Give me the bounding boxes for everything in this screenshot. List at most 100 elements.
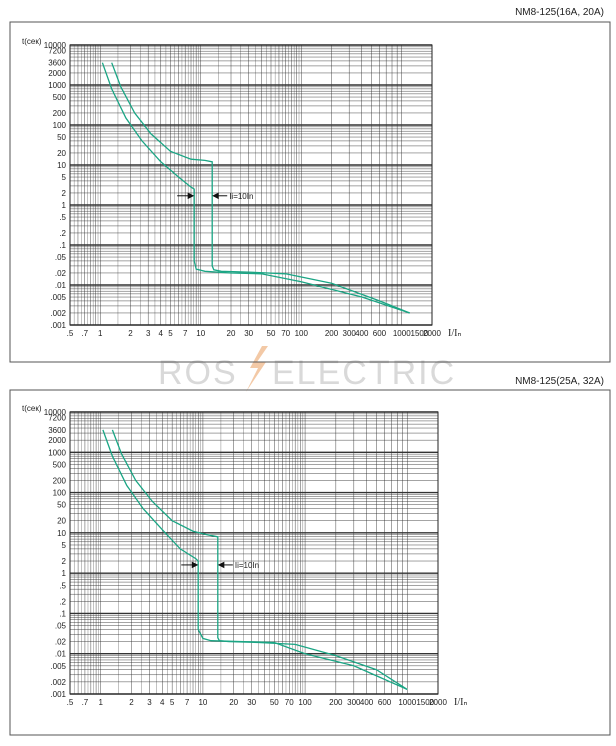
x-tick-label: 2000 [429, 698, 447, 707]
y-tick-label: .2 [59, 597, 66, 606]
y-tick-label: 5 [62, 173, 67, 182]
x-tick-label: 100 [295, 329, 309, 338]
x-tick-label: 7 [183, 329, 188, 338]
x-tick-label: 20 [229, 698, 238, 707]
y-tick-label: 10000 [44, 408, 67, 417]
x-tick-label: .7 [81, 329, 88, 338]
x-tick-label: 600 [378, 698, 392, 707]
y-tick-label: 50 [57, 133, 66, 142]
x-tick-label: 1500 [411, 329, 429, 338]
x-tick-label: 300 [343, 329, 357, 338]
arrowhead-icon [187, 192, 195, 200]
x-tick-label: 5 [170, 698, 175, 707]
y-tick-label: 1000 [48, 448, 66, 457]
y-tick-label: .02 [55, 638, 67, 647]
grid [69, 44, 433, 326]
arrowhead-icon [212, 192, 219, 200]
y-tick-label: 2 [62, 557, 67, 566]
x-tick-label: 70 [281, 329, 290, 338]
x-tick-label: .7 [82, 698, 89, 707]
y-tick-label: .2 [59, 229, 66, 238]
y-tick-label: 20 [57, 517, 66, 526]
x-tick-label: 30 [247, 698, 256, 707]
x-tick-label: .5 [67, 698, 74, 707]
y-tick-label: 20 [57, 149, 66, 158]
y-tick-label: 2000 [48, 436, 66, 445]
plot-area-border [69, 411, 439, 695]
y-tick-label: 10 [57, 529, 66, 538]
grid [69, 411, 439, 695]
chart-panel-16a-20a: NM8-125(16A, 20A)10000720036002000100050… [9, 7, 611, 363]
y-tick-label: .01 [55, 650, 67, 659]
y-tick-label: 5 [62, 541, 67, 550]
x-tick-label: 300 [347, 698, 361, 707]
y-tick-label: .05 [55, 622, 67, 631]
y-tick-label: 50 [57, 501, 66, 510]
y-tick-label: .1 [59, 609, 66, 618]
x-tick-label: 3 [146, 329, 151, 338]
instant-trip-annotation: Ii=10In [177, 192, 253, 201]
chart-frame [9, 21, 611, 363]
chart-title: NM8-125(16A, 20A) [515, 7, 604, 18]
x-tick-label: 50 [270, 698, 279, 707]
y-tick-label: .1 [59, 241, 66, 250]
x-tick-label: 1 [99, 698, 104, 707]
y-tick-label: .5 [59, 213, 66, 222]
y-tick-label: 100 [53, 121, 67, 130]
x-tick-label: 10 [196, 329, 205, 338]
watermark-left-text: ROS [158, 354, 238, 392]
y-tick-label: 7200 [48, 47, 66, 56]
x-tick-label: 100 [298, 698, 312, 707]
x-axis-label: I/Iₙ [454, 697, 467, 708]
x-tick-label: 600 [373, 329, 387, 338]
y-tick-label: .001 [50, 321, 66, 330]
x-tick-label: 1 [98, 329, 103, 338]
y-tick-label: .05 [55, 253, 67, 262]
y-tick-label: 3600 [48, 426, 66, 435]
series-line-2 [111, 429, 408, 690]
y-tick-label: .02 [55, 269, 67, 278]
chart-panel-25a-32a: NM8-125(25A, 32A)10000720036002000100050… [9, 376, 611, 736]
y-tick-label: 3600 [48, 59, 66, 68]
series-line-2 [111, 62, 410, 314]
x-axis-label: I/Iₙ [448, 328, 461, 339]
x-tick-label: 2000 [423, 329, 441, 338]
y-tick-label: 500 [53, 460, 67, 469]
x-tick-label: 200 [325, 329, 339, 338]
chart-title: NM8-125(25A, 32A) [515, 376, 604, 387]
x-tick-label: 4 [159, 329, 164, 338]
y-tick-label: 10000 [44, 41, 67, 50]
x-tick-label: 1500 [416, 698, 434, 707]
y-axis-label: t(сек) [22, 404, 42, 413]
x-tick-label: 400 [360, 698, 374, 707]
y-tick-label: .001 [50, 690, 66, 699]
x-tick-label: 30 [244, 329, 253, 338]
y-tick-label: 2000 [48, 69, 66, 78]
y-tick-label: 200 [53, 476, 67, 485]
x-tick-label: 50 [267, 329, 276, 338]
annotation-label: Ii=10In [235, 561, 259, 570]
watermark: ROS ELECTRIC [158, 346, 454, 392]
x-tick-label: 400 [355, 329, 369, 338]
y-tick-label: .002 [50, 678, 66, 687]
y-tick-label: 7200 [48, 414, 66, 423]
y-tick-label: 10 [57, 161, 66, 170]
y-tick-label: .5 [59, 581, 66, 590]
y-tick-label: 1 [62, 201, 67, 210]
y-tick-label: .005 [50, 662, 66, 671]
y-axis-label: t(сек) [22, 37, 42, 46]
y-tick-label: .002 [50, 309, 66, 318]
series-line-1 [101, 62, 410, 314]
x-tick-label: .5 [67, 329, 74, 338]
series-line-1 [102, 429, 408, 690]
x-tick-label: 200 [329, 698, 343, 707]
lightning-bolt-icon [246, 346, 268, 392]
x-tick-label: 2 [128, 329, 133, 338]
y-tick-label: 100 [53, 489, 67, 498]
x-tick-label: 7 [185, 698, 190, 707]
x-tick-label: 5 [168, 329, 173, 338]
x-tick-label: 20 [227, 329, 236, 338]
y-tick-label: .005 [50, 293, 66, 302]
x-tick-label: 4 [160, 698, 165, 707]
x-tick-label: 3 [147, 698, 152, 707]
